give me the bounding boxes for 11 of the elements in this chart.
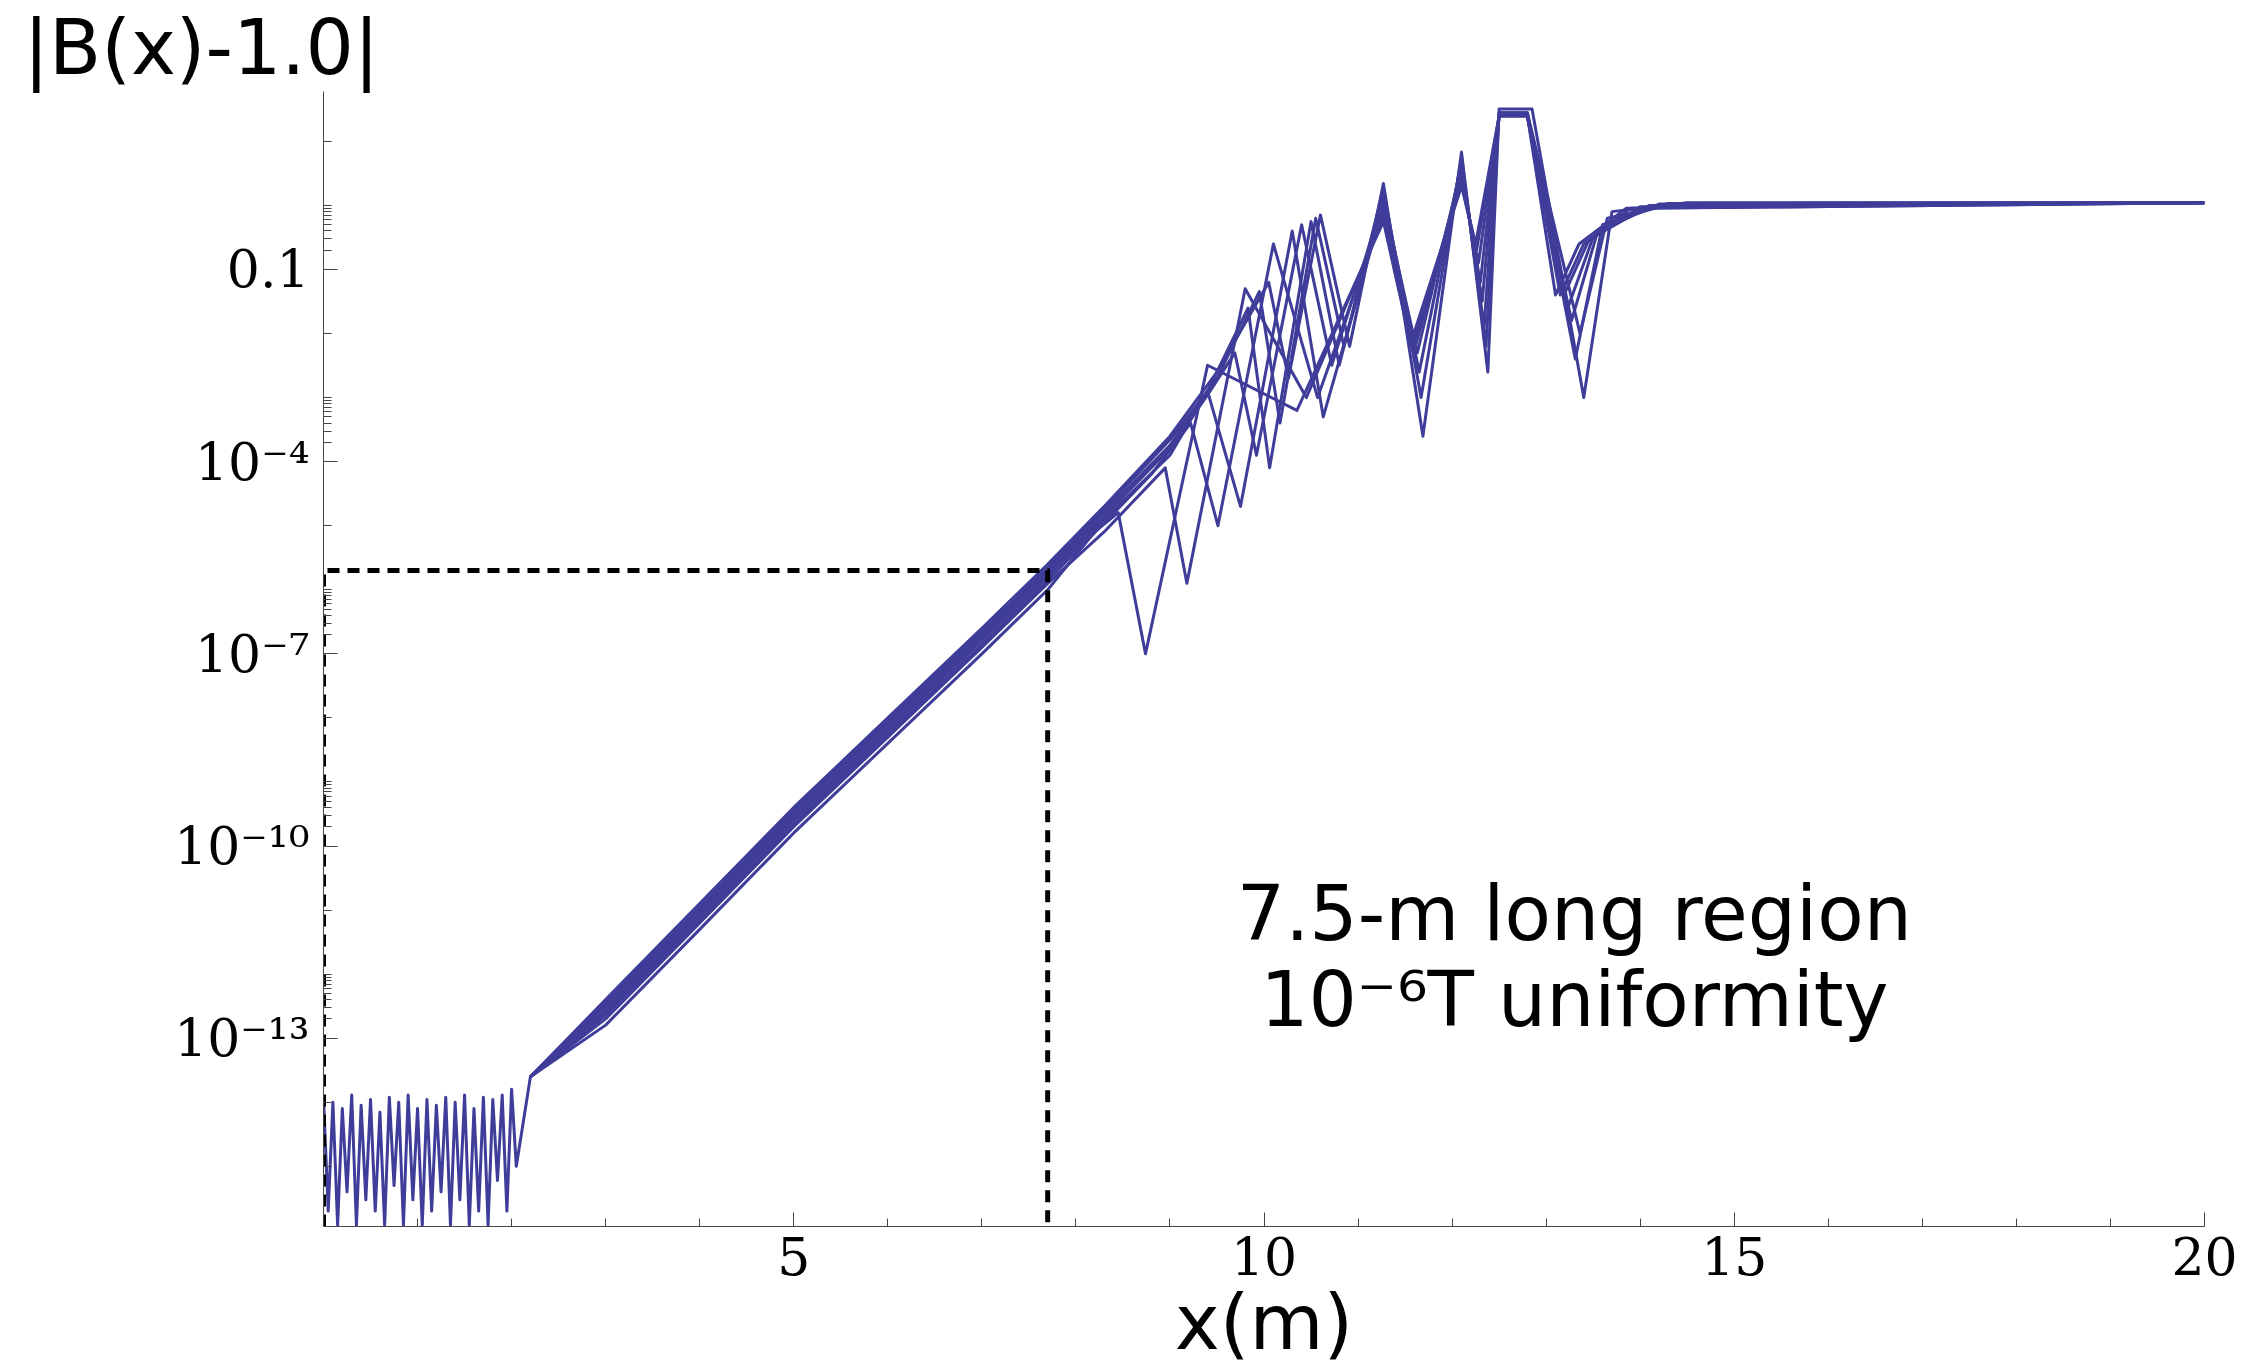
y-tick-label: 10⁻⁷ <box>195 623 310 684</box>
y-tick-label: 10⁻¹⁰ <box>174 816 310 877</box>
annotation: 7.5-m long region <box>1236 868 1912 958</box>
annotation: 10⁻⁶T uniformity <box>1260 955 1889 1044</box>
y-tick-label: 0.1 <box>226 239 310 300</box>
x-tick-label: 5 <box>777 1226 811 1287</box>
y-tick-label: 10⁻¹³ <box>174 1008 310 1069</box>
y-axis-title: |B(x)-1.0| <box>23 2 380 93</box>
x-tick-label: 15 <box>1701 1226 1768 1287</box>
x-tick-label: 20 <box>2171 1226 2238 1287</box>
y-tick-label: 10⁻⁴ <box>195 431 310 492</box>
